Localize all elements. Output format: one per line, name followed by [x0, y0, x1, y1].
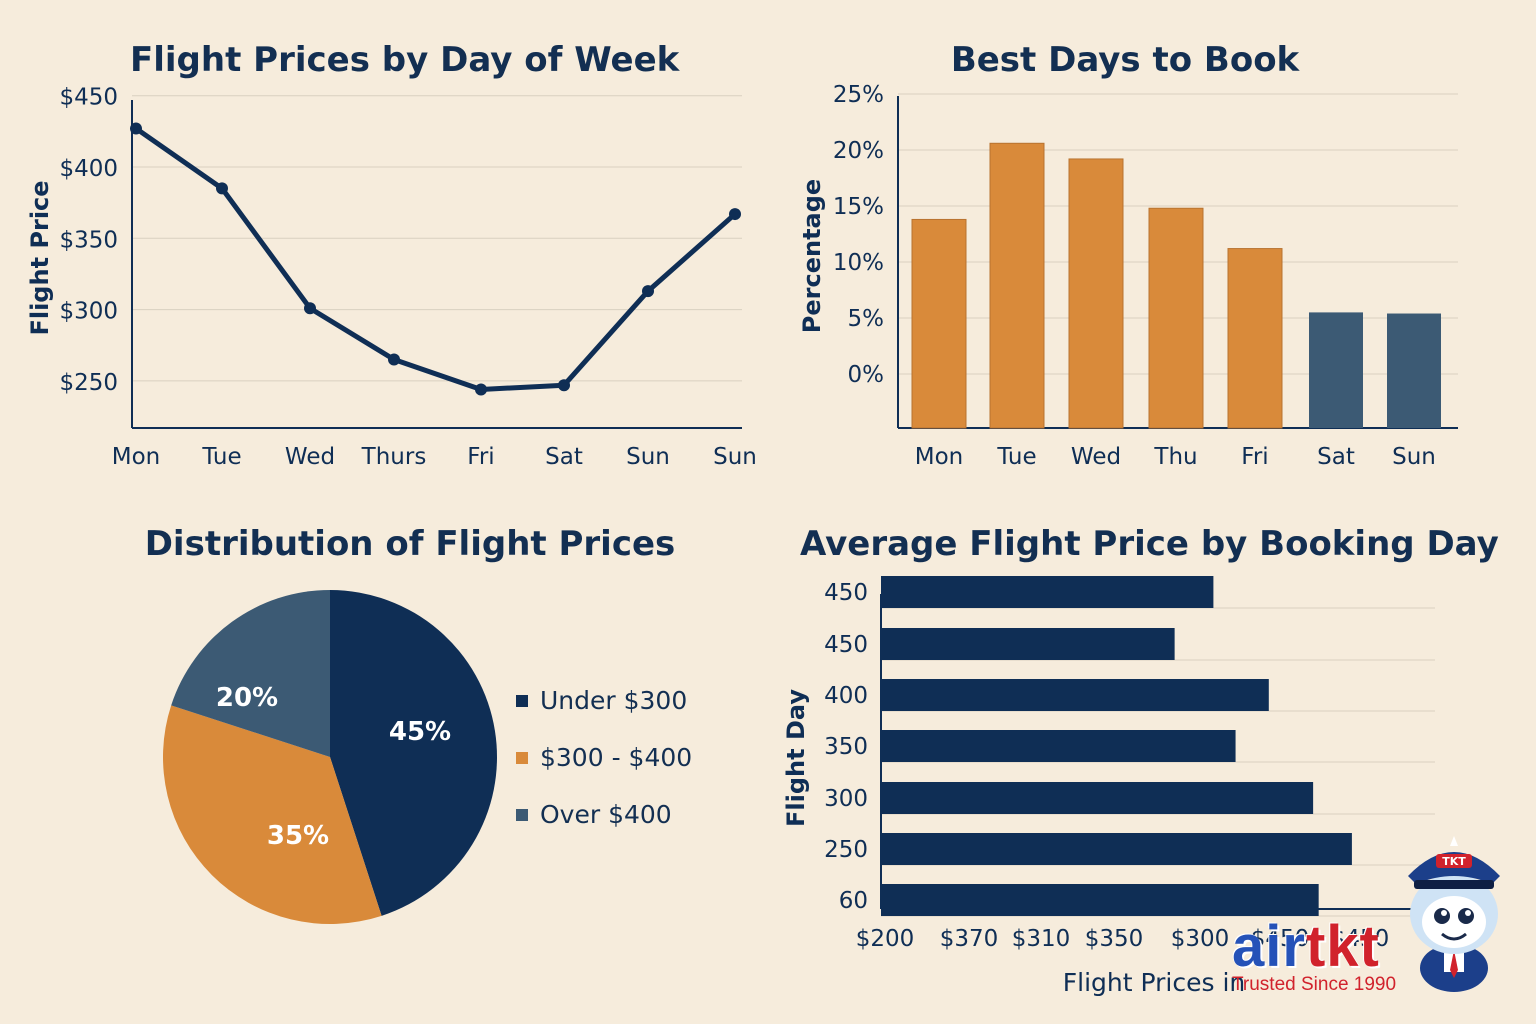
mascot-cap-text: TKT [1442, 855, 1466, 868]
y-axis-label: Percentage [798, 179, 826, 333]
x-tick-label: $450 [1331, 926, 1390, 952]
data-point [388, 353, 400, 366]
pie-slice [171, 590, 330, 757]
x-tick-label: Sun [713, 444, 757, 470]
legend-item-300-400: $300 - $400 [516, 729, 692, 786]
pie-slice-label: 35% [267, 821, 329, 851]
y-tick-label: $450 [59, 85, 118, 111]
x-tick-label: Thurs [361, 444, 427, 470]
brand-logo: airtkt Trusted Since 1990 [1232, 918, 1432, 996]
y-tick-label: 10% [833, 250, 884, 276]
data-point [729, 208, 741, 221]
legend-item-under-300: Under $300 [516, 672, 692, 729]
x-tick-label: $310 [1012, 926, 1071, 952]
y-tick-label: 20% [833, 138, 884, 164]
pie-slice-label: 45% [389, 717, 451, 747]
y-tick-label: $400 [59, 156, 118, 182]
data-point [130, 122, 142, 135]
brand-name-part2: tkt [1305, 914, 1380, 979]
data-point [558, 379, 570, 392]
hbar [881, 628, 1175, 660]
brand-tagline: Trusted Since 1990 [1232, 974, 1397, 995]
x-tick-label: Thu [1153, 444, 1197, 470]
hbar [881, 833, 1352, 865]
y-tick-label: 300 [824, 786, 868, 812]
x-tick-label: $450 [1251, 926, 1310, 952]
bar-chart-title: Best Days to Book [950, 40, 1300, 80]
x-tick-label: Sun [626, 444, 670, 470]
x-tick-label: Tue [996, 444, 1036, 470]
pie-chart: 45% 35% 20% [163, 590, 498, 924]
x-tick-label: Wed [1071, 444, 1121, 470]
data-point [642, 285, 654, 298]
hbar [881, 576, 1214, 608]
legend-label: Under $300 [540, 686, 688, 715]
bar [1227, 248, 1283, 429]
data-point [216, 182, 228, 195]
x-tick-label: $200 [856, 926, 915, 952]
pie-chart-title: Distribution of Flight Prices [144, 524, 676, 564]
x-tick-label: Sat [1317, 444, 1355, 470]
hbar-chart: 450 450 400 350 300 250 60 $200 $370 $310 $350 $300… [782, 576, 1435, 997]
x-tick-label: Tue [201, 444, 241, 470]
bar [911, 218, 967, 429]
data-point [304, 302, 316, 315]
bar [989, 142, 1045, 429]
x-axis-label: Flight Prices in [1063, 968, 1245, 997]
x-tick-label: Mon [112, 444, 161, 470]
hbar-chart-title: Average Flight Price by Booking Day [800, 524, 1499, 564]
x-tick-label: $350 [1085, 926, 1144, 952]
line-chart: $450 $400 $350 $300 $250 Flight Price Mon Tue We… [26, 85, 757, 470]
pie-slice [330, 590, 498, 916]
pie-slice-label: 20% [216, 683, 278, 713]
x-tick-label: Sat [545, 444, 583, 470]
x-tick-label: Wed [285, 444, 335, 470]
y-tick-label: $300 [59, 299, 118, 325]
pie-legend: Under $300 $300 - $400 Over $400 [516, 672, 692, 843]
bar [1068, 158, 1124, 429]
y-tick-label: 15% [833, 194, 884, 220]
y-tick-label: 0% [848, 362, 885, 388]
x-tick-label: Sun [1392, 444, 1436, 470]
pie-slice [163, 705, 382, 924]
x-tick-label: $300 [1171, 926, 1230, 952]
bar [1387, 313, 1441, 428]
y-tick-label: 250 [824, 837, 868, 863]
mascot-pilot-icon: TKT [1408, 836, 1500, 992]
x-tick-label: Fri [1241, 444, 1268, 470]
line-chart-title: Flight Prices by Day of Week [130, 40, 680, 80]
y-axis-label: Flight Price [26, 180, 54, 335]
data-point [475, 383, 487, 396]
brand-name-part1: air [1232, 914, 1306, 979]
hbar [881, 782, 1314, 814]
y-tick-label: 450 [824, 632, 868, 658]
legend-swatch-orange [516, 751, 528, 764]
y-tick-label: 350 [824, 734, 868, 760]
y-tick-label: $350 [59, 227, 118, 253]
y-axis-label: Flight Day [782, 689, 810, 827]
x-tick-label: Fri [467, 444, 494, 470]
bar-chart: 25% 20% 15% 10% 5% 0% Percentage Mon Tue Wed Thu Fr… [798, 82, 1458, 470]
y-tick-label: 25% [833, 82, 884, 108]
y-tick-label: 450 [824, 580, 868, 606]
hbar [881, 884, 1319, 916]
bar [1309, 312, 1363, 428]
legend-item-over-400: Over $400 [516, 786, 692, 843]
x-tick-label: Mon [915, 444, 964, 470]
y-tick-label: $250 [59, 370, 118, 396]
legend-swatch-slate [516, 808, 528, 821]
legend-label: Over $400 [540, 800, 672, 829]
x-tick-label: $370 [940, 926, 999, 952]
brand-name: airtkt [1232, 918, 1432, 976]
hbar [881, 679, 1269, 711]
hbar [881, 730, 1236, 762]
y-tick-label: 400 [824, 683, 868, 709]
y-tick-label: 5% [848, 306, 885, 332]
bar [1148, 207, 1204, 429]
price-line [134, 126, 737, 392]
legend-label: $300 - $400 [540, 743, 693, 772]
legend-swatch-navy [516, 694, 528, 707]
y-tick-label: 60 [839, 888, 868, 914]
